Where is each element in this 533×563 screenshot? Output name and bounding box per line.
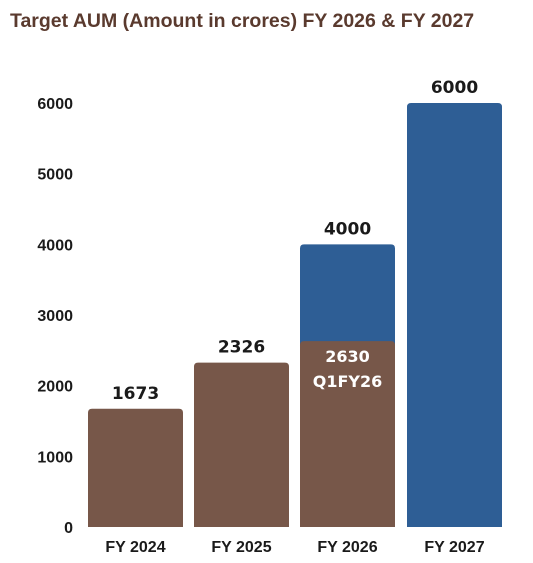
y-tick-label-2000: 2000 — [37, 379, 73, 396]
y-tick-label-5000: 5000 — [37, 167, 73, 184]
data-label-fy-2025: 2326 — [218, 338, 265, 358]
y-tick-label-3000: 3000 — [37, 308, 73, 325]
inner-label-fy-2026-1: Q1FY26 — [313, 372, 383, 391]
y-tick-label-0: 0 — [64, 520, 73, 537]
bar-fy-2025-2326 — [194, 362, 289, 527]
y-tick-label-4000: 4000 — [37, 237, 73, 254]
chart-title: Target AUM (Amount in crores) FY 2026 & … — [10, 10, 475, 32]
bar-fy-2026-2630 — [300, 341, 395, 527]
y-tick-label-1000: 1000 — [37, 449, 73, 466]
x-category-label-fy-2026: FY 2026 — [317, 539, 377, 556]
x-category-label-fy-2025: FY 2025 — [211, 539, 271, 556]
data-label-fy-2027: 6000 — [431, 78, 478, 98]
x-category-label-fy-2024: FY 2024 — [105, 539, 165, 556]
data-label-fy-2024: 1673 — [112, 384, 159, 404]
data-label-fy-2026: 4000 — [324, 219, 371, 239]
x-category-label-fy-2027: FY 2027 — [424, 539, 484, 556]
bar-fy-2027-6000 — [407, 103, 502, 527]
bar-fy-2024-1673 — [88, 408, 183, 527]
y-tick-label-6000: 6000 — [37, 96, 73, 113]
inner-label-fy-2026-0: 2630 — [325, 347, 370, 366]
